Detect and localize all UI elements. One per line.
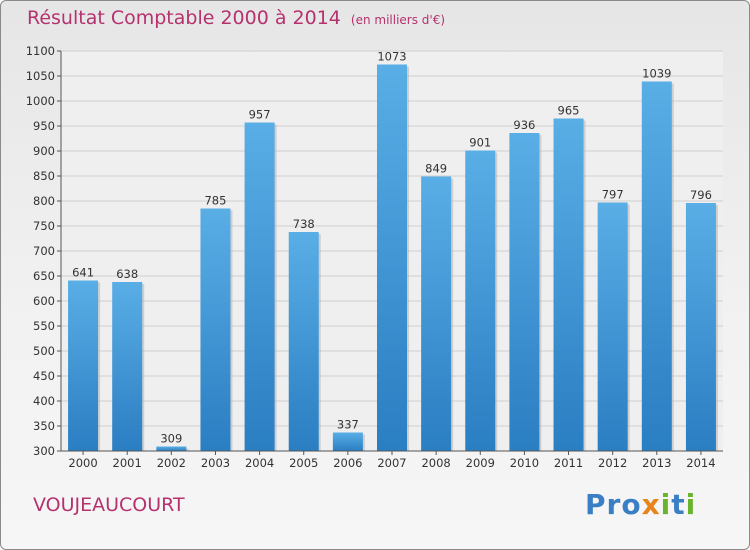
y-tick-label: 500 [33,344,55,358]
y-tick-label: 550 [33,319,55,333]
y-tick-label: 600 [33,294,55,308]
bars: 641 638 309 785 957 738 337 1073 849 901 936 965 797… [68,50,718,451]
bar-2004 [244,122,275,451]
logo-letter: o [621,488,642,521]
title-text: Résultat Comptable 2000 à 2014 [27,7,341,29]
y-tick-label: 950 [33,119,55,133]
bar-2012 [597,202,628,451]
bar-2007 [376,64,408,451]
data-label: 797 [602,188,624,202]
chart-subtitle: (en milliers d'€) [350,13,446,27]
x-tick-label: 2004 [245,456,274,470]
bar-2003 [200,208,231,451]
bar-2000 [68,280,99,451]
data-label: 957 [249,108,271,122]
x-tick-label: 2008 [421,456,450,470]
proxiti-logo: Proxiti [585,488,696,521]
bar-2013 [641,81,672,451]
y-tick-label: 300 [33,444,55,458]
y-tick-label: 750 [33,219,55,233]
logo-letter: t [671,488,686,521]
y-tick-label: 1000 [26,94,55,108]
y-tick-label: 700 [33,244,55,258]
y-tick-label: 800 [33,194,55,208]
y-tick-label: 1100 [26,44,55,58]
axes: 300 350 400 450 500 550 600 650 700 750 800 850 900 9… [26,44,723,470]
y-tick-label: 850 [33,169,55,183]
y-tick-label: 350 [33,419,55,433]
bar-2005 [288,232,319,451]
x-tick-label: 2000 [68,456,97,470]
bar-2002 [156,446,187,451]
logo-letter: P [585,488,607,521]
x-tick-label: 2013 [642,456,671,470]
x-tick-label: 2014 [686,456,715,470]
data-label: 849 [425,162,447,176]
data-label: 309 [160,432,182,446]
bar-2011 [553,118,584,451]
bar-2006 [332,432,363,451]
x-tick-label: 2007 [377,456,406,470]
data-label: 965 [558,104,580,118]
x-tick-label: 2001 [113,456,142,470]
bar-2001 [112,282,143,451]
data-label: 638 [116,267,138,281]
data-label: 337 [337,418,359,432]
logo-letter: x [641,488,661,521]
x-tick-label: 2009 [466,456,495,470]
logo-letter: i [660,488,672,521]
commune-name: VOUJEAUCOURT [33,494,185,516]
data-label: 901 [469,136,491,150]
data-label: 785 [204,194,226,208]
y-tick-label: 650 [33,269,55,283]
data-label: 936 [513,118,535,132]
x-tick-label: 2012 [598,456,627,470]
chart-title: Résultat Comptable 2000 à 2014 (en millie… [27,7,445,29]
x-tick-label: 2003 [201,456,230,470]
y-tick-label: 400 [33,394,55,408]
data-label: 738 [293,217,315,231]
data-label: 1039 [642,67,671,81]
bar-2014 [685,203,716,451]
data-label: 641 [72,266,94,280]
x-tick-label: 2005 [289,456,318,470]
x-tick-label: 2006 [333,456,362,470]
x-tick-label: 2011 [554,456,583,470]
data-label: 796 [690,188,712,202]
bar-2009 [465,150,496,451]
bar-2008 [421,176,452,451]
logo-letter: i [685,488,697,521]
logo-letter: r [606,488,622,521]
y-tick-label: 450 [33,369,55,383]
y-tick-label: 900 [33,144,55,158]
data-label: 1073 [377,50,406,64]
x-tick-label: 2010 [510,456,539,470]
x-tick-label: 2002 [157,456,186,470]
bar-2010 [509,133,540,451]
y-tick-label: 1050 [26,69,55,83]
